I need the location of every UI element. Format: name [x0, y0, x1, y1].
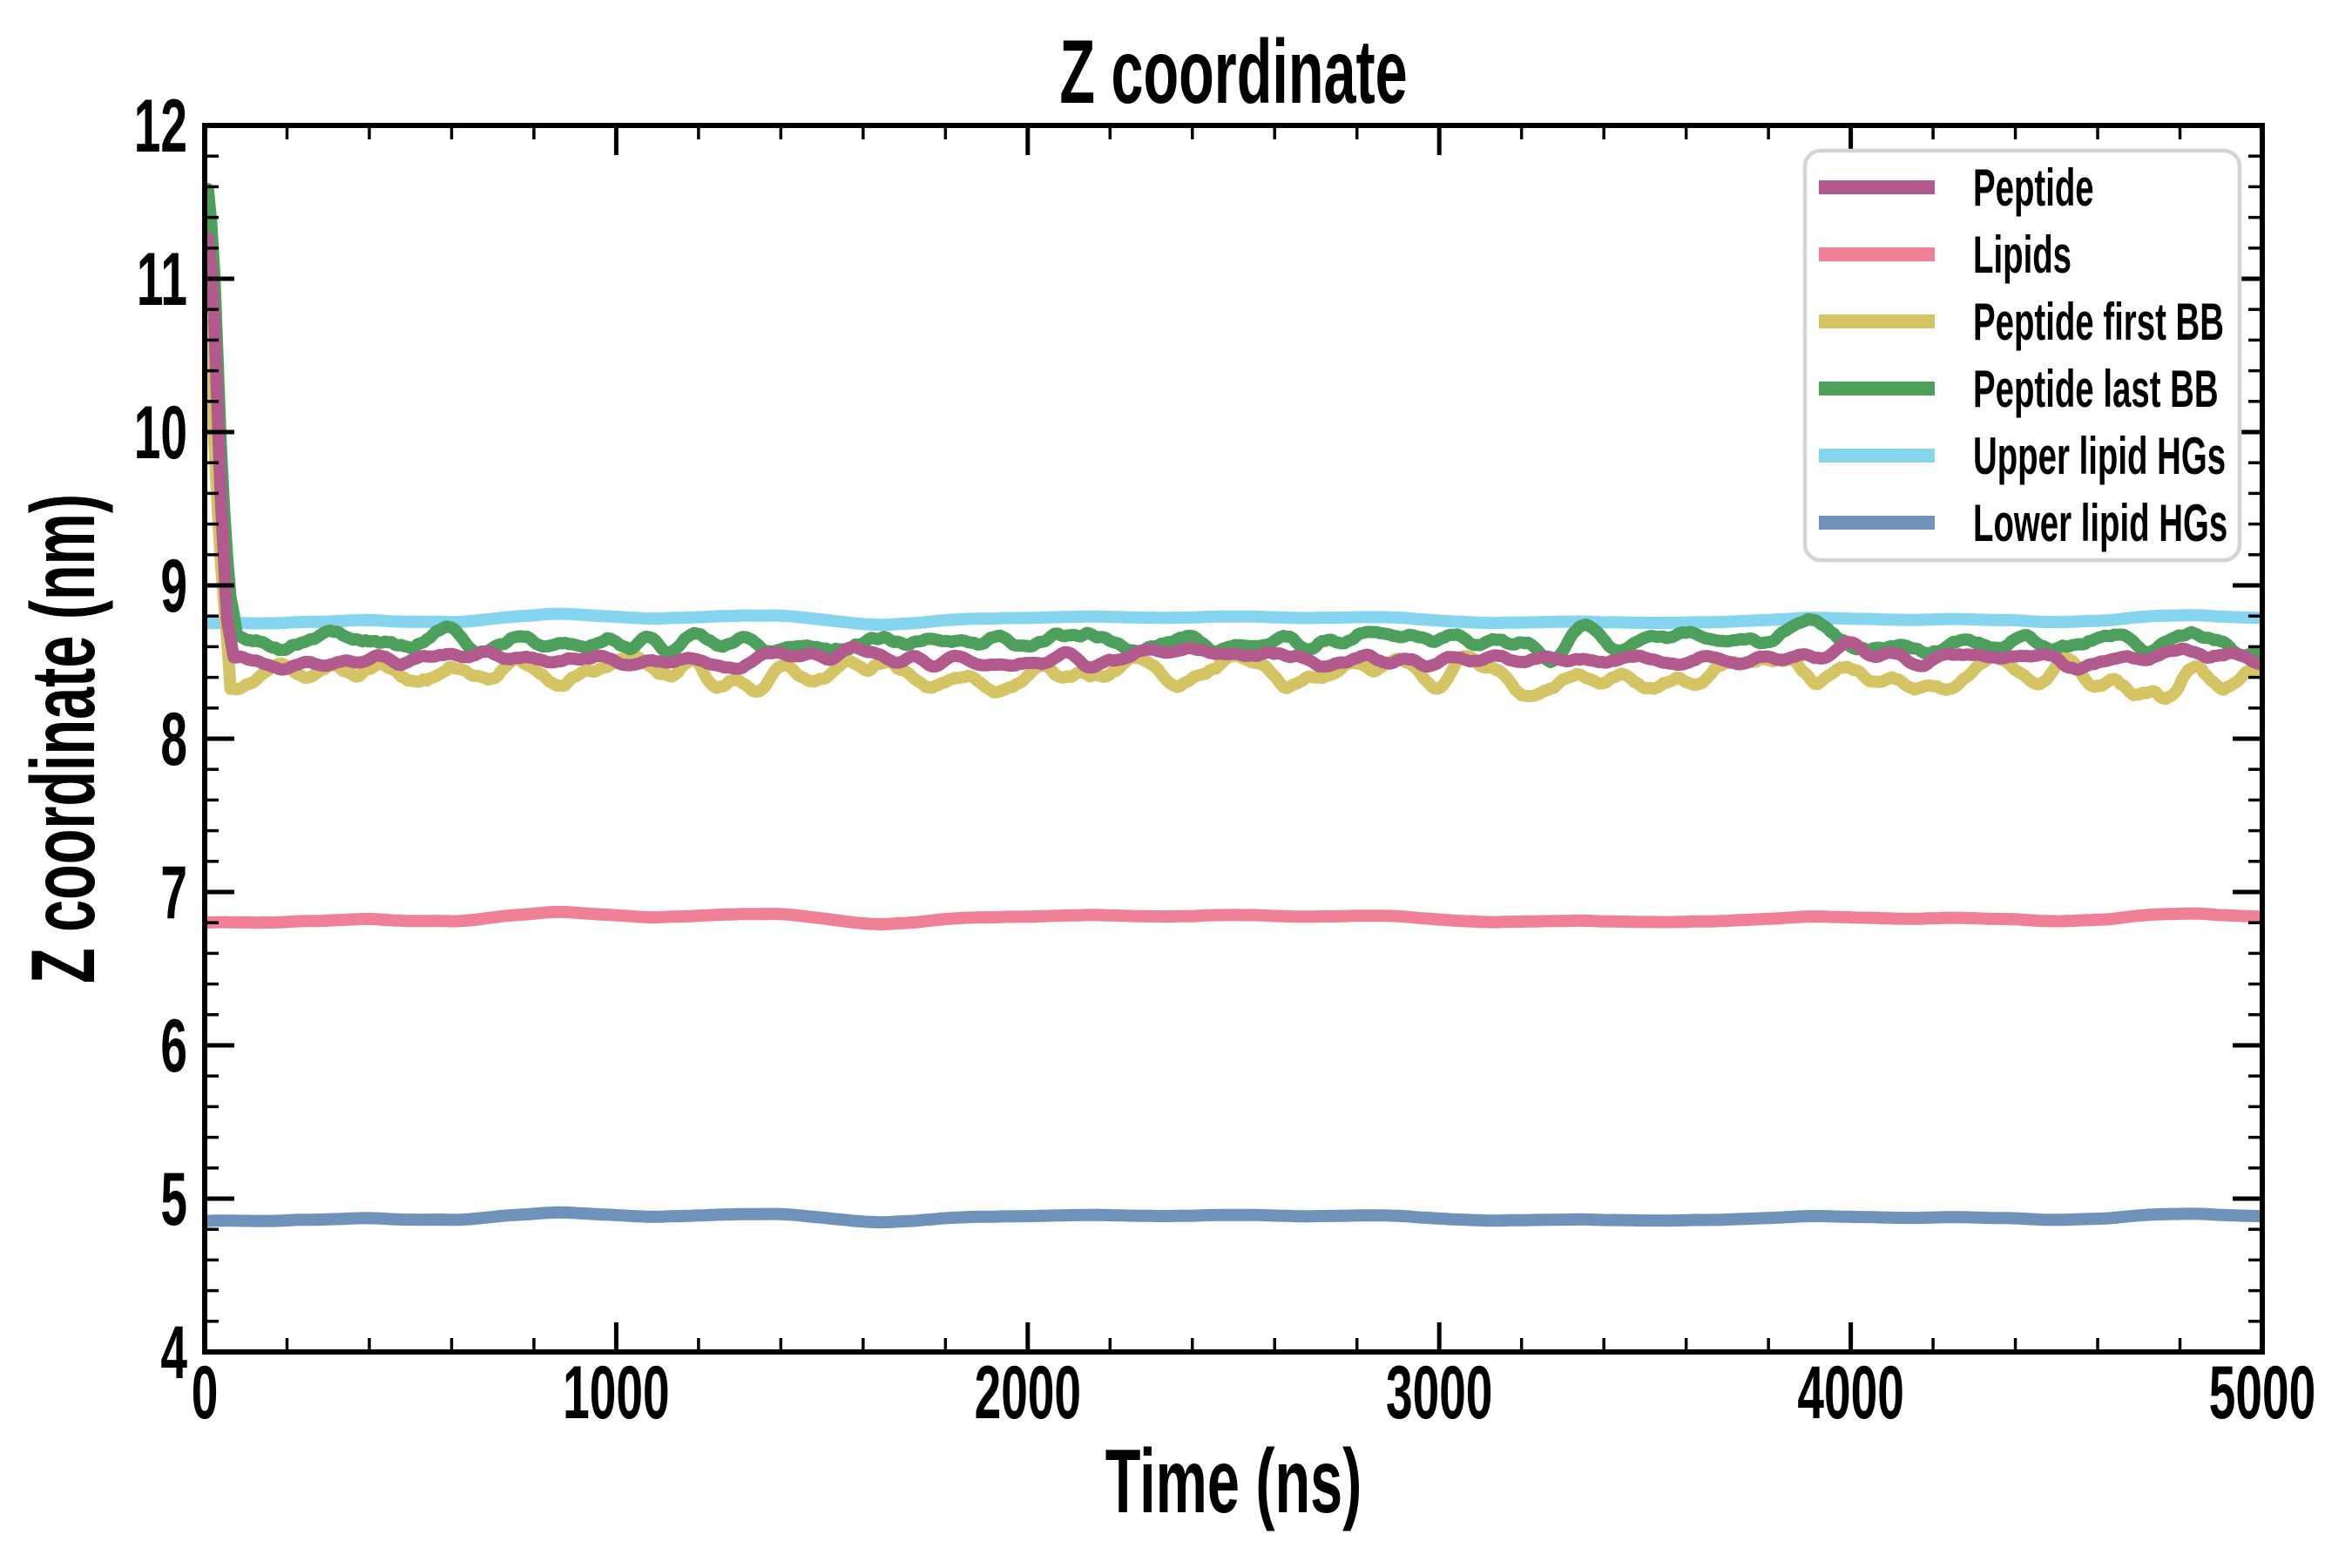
y-tick-label: 8 — [160, 699, 187, 781]
series-line-peptide — [205, 232, 2262, 676]
legend-item-lipids: Lipids — [1819, 225, 2072, 284]
series-line-lower-lipid-hgs — [205, 1206, 2262, 1229]
legend: Peptide Lipids Peptide first BB Peptide las… — [1802, 148, 2242, 563]
legend-item-peptide: Peptide — [1819, 158, 2094, 217]
y-tick-label: 11 — [137, 239, 187, 321]
x-tick-label: 0 — [192, 1352, 219, 1435]
y-tick-label: 7 — [160, 852, 187, 935]
legend-item-upper-lipid-hgs: Upper lipid HGs — [1819, 426, 2226, 485]
legend-label-upper-lipid-hgs: Upper lipid HGs — [1973, 426, 2226, 485]
x-tick-label: 2000 — [975, 1352, 1081, 1435]
y-tick-label: 4 — [160, 1312, 187, 1395]
x-tick-label: 1000 — [563, 1352, 669, 1435]
plot-layer: 0 1000 2000 3000 4000 5000 4 5 6 7 8 9 10 11 12 Peptide… — [134, 85, 2315, 1435]
y-tick-label: 9 — [160, 545, 187, 628]
chart-title: Z coordinate — [1059, 21, 1407, 123]
x-tick-label: 4000 — [1797, 1352, 1903, 1435]
legend-label-peptide: Peptide — [1973, 158, 2094, 217]
y-tick-label: 10 — [134, 392, 187, 475]
y-tick-label: 12 — [134, 85, 187, 168]
legend-label-lower-lipid-hgs: Lower lipid HGs — [1973, 493, 2227, 552]
y-axis: 4 5 6 7 8 9 10 11 12 — [134, 85, 2262, 1395]
series-line-peptide-last-bb — [205, 183, 2262, 668]
x-axis: 0 1000 2000 3000 4000 5000 — [192, 125, 2315, 1435]
legend-label-peptide-last-bb: Peptide last BB — [1973, 359, 2219, 418]
legend-item-peptide-first-bb: Peptide first BB — [1819, 292, 2224, 351]
x-axis-label: Time (ns) — [1105, 1430, 1362, 1532]
y-tick-label: 5 — [160, 1159, 187, 1241]
legend-label-lipids: Lipids — [1973, 225, 2072, 284]
series-line-lipids — [205, 905, 2262, 930]
legend-item-lower-lipid-hgs: Lower lipid HGs — [1819, 493, 2227, 552]
x-tick-label: 5000 — [2209, 1352, 2315, 1435]
legend-label-peptide-first-bb: Peptide first BB — [1973, 292, 2224, 351]
series-lines — [205, 183, 2262, 1229]
x-tick-label: 3000 — [1386, 1352, 1492, 1435]
series-line-upper-lipid-hgs — [205, 607, 2262, 632]
y-axis-label: Z coordinate (nm) — [12, 494, 114, 983]
y-tick-label: 6 — [160, 1005, 187, 1088]
legend-item-peptide-last-bb: Peptide last BB — [1819, 359, 2219, 418]
